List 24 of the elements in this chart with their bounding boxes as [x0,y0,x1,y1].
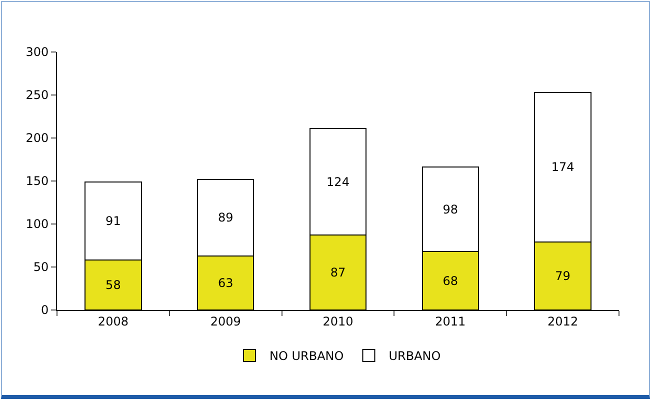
data-label: 91 [106,214,121,228]
data-label: 87 [330,266,346,280]
x-tick-label: 2011 [435,314,466,328]
y-tick-label: 150 [26,174,49,188]
y-tick-label: 200 [26,131,49,146]
y-tick-label: 100 [26,217,49,232]
y-tick-label: 250 [26,88,49,102]
y-tick-label: 0 [40,303,49,318]
legend-label: URBANO [388,349,441,364]
data-label: 89 [218,210,234,225]
y-tick-label: 50 [33,260,49,274]
y-tick-label: 300 [26,45,49,60]
x-tick-label: 2009 [210,314,241,328]
data-label: 174 [551,160,574,174]
data-label: 58 [106,278,121,292]
data-label: 98 [442,202,458,216]
data-label: 68 [442,274,458,288]
x-tick-label: 2010 [322,314,354,328]
x-tick-label: 2008 [98,314,128,328]
data-label: 79 [555,269,570,284]
legend-label: NO URBANO [270,349,344,364]
data-label: 124 [326,174,350,189]
x-tick-label: 2012 [548,314,578,328]
data-label: 63 [218,276,234,290]
